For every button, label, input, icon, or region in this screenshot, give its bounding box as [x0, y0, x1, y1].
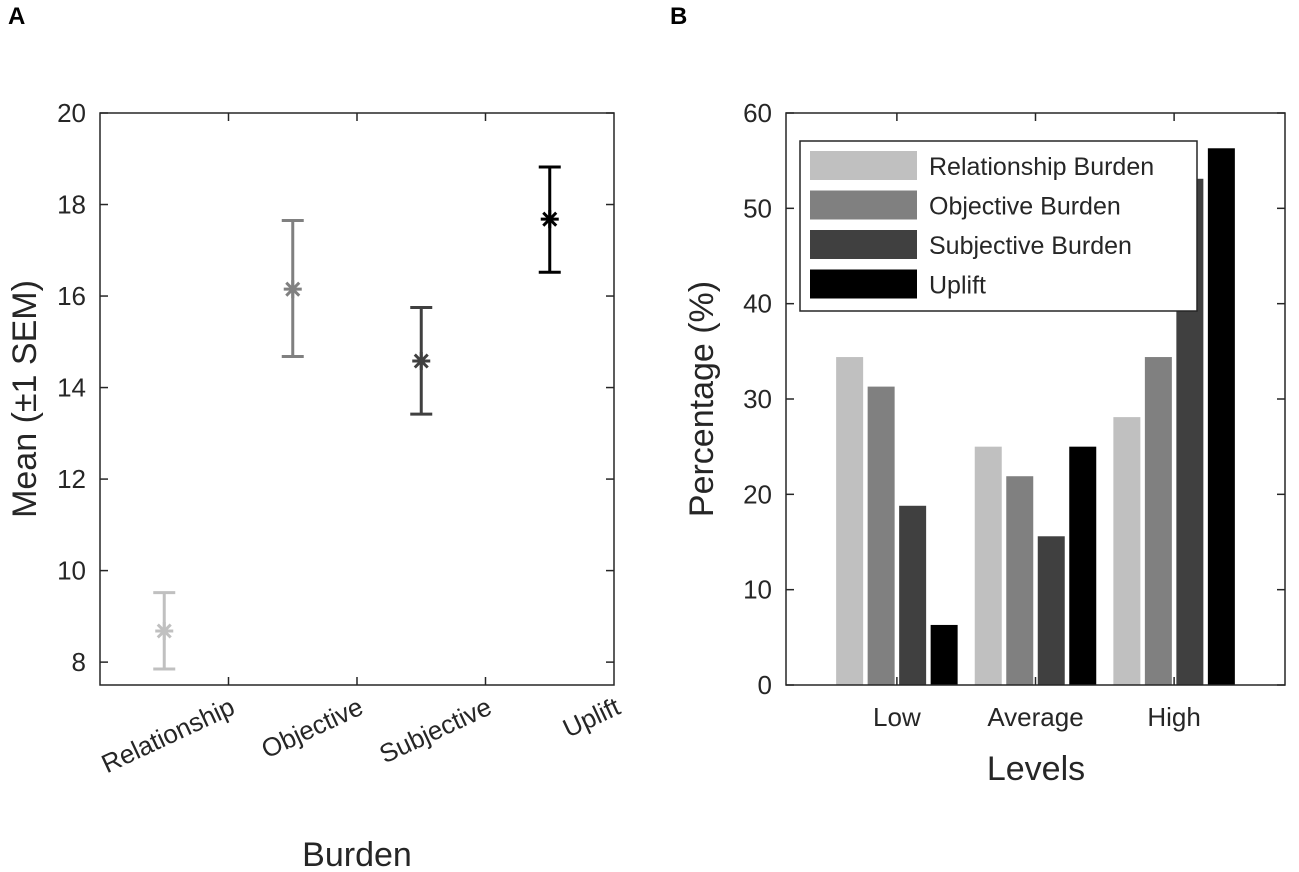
- bar-average-relationship-burden: [974, 446, 1002, 685]
- bar-low-objective-burden: [867, 386, 895, 685]
- bar-low-subjective-burden: [899, 505, 927, 685]
- panel-a-points: [153, 165, 561, 671]
- panel-a-x-ticks: Relationship Objective Subjective Uplift: [97, 113, 625, 779]
- panel-a-errorbar-chart: 8 10 12 14 16 18 20 Relationship Objective Subje…: [6, 98, 625, 872]
- panel-a-x-tick-label: Subjective: [375, 691, 496, 769]
- panel-b-y-tick-label: 50: [743, 193, 772, 223]
- panel-b-x-tick-label: High: [1147, 702, 1200, 732]
- panel-b-x-axis-label: Levels: [987, 750, 1085, 788]
- legend-label: Objective Burden: [929, 193, 1121, 221]
- legend-label: Subjective Burden: [929, 232, 1132, 260]
- panel-a-y-ticks: 8 10 12 14 16 18 20: [57, 98, 614, 677]
- bar-average-objective-burden: [1006, 476, 1034, 685]
- panel-a-point-objective: [281, 219, 304, 358]
- panel-a-y-tick-label: 20: [57, 98, 86, 128]
- panel-b-y-tick-label: 60: [743, 98, 772, 128]
- panel-a-x-tick-label: Relationship: [97, 691, 239, 779]
- panel-b-x-tick-label: Low: [873, 702, 921, 732]
- panel-b-y-tick-label: 20: [743, 479, 772, 509]
- legend-label: Uplift: [929, 272, 986, 300]
- panel-a-y-tick-label: 16: [57, 281, 86, 311]
- panel-a-point-relationship: [153, 591, 176, 671]
- panel-a-y-axis-label: Mean (±1 SEM): [6, 280, 44, 518]
- bar-average-subjective-burden: [1037, 536, 1065, 685]
- bar-low-uplift: [930, 624, 958, 685]
- bar-low-relationship-burden: [836, 357, 864, 685]
- panel-a-y-tick-label: 18: [57, 190, 86, 220]
- panel-a-y-tick-label: 14: [57, 373, 86, 403]
- panel-a-point-uplift: [538, 165, 561, 274]
- panel-a-x-axis-label: Burden: [302, 836, 412, 872]
- panel-b-y-tick-label: 0: [758, 670, 772, 700]
- panel-a-y-tick-label: 10: [57, 556, 86, 586]
- panel-a-y-tick-label: 8: [72, 647, 86, 677]
- panel-a-x-tick-label: Objective: [257, 691, 368, 764]
- mean-marker: [155, 622, 174, 641]
- panel-a-x-tick-label: Uplift: [558, 691, 625, 744]
- panel-b-x-ticks: Low Average High: [873, 113, 1201, 732]
- panel-a-axes-box: [99, 112, 615, 686]
- mean-marker: [412, 352, 431, 371]
- panel-b-y-tick-label: 10: [743, 575, 772, 605]
- legend-swatch: [810, 230, 917, 259]
- panel-b-y-axis-label: Percentage (%): [683, 281, 721, 517]
- bar-high-uplift: [1207, 148, 1235, 686]
- legend-swatch: [810, 151, 917, 180]
- panel-b-bar-chart: 0 10 20 30 40 50 60 Low Average High Relationshi…: [683, 98, 1286, 788]
- legend-label: Relationship Burden: [929, 153, 1154, 181]
- panel-b-legend: Relationship Burden Objective Burden Subje…: [799, 140, 1198, 312]
- legend-swatch: [810, 269, 917, 299]
- bar-high-objective-burden: [1144, 357, 1172, 685]
- legend-swatch: [810, 190, 917, 220]
- panel-b-y-ticks: 0 10 20 30 40 50 60: [743, 98, 1285, 700]
- mean-marker: [283, 280, 302, 299]
- panel-a-letter: A: [8, 3, 25, 30]
- panel-b-y-tick-label: 40: [743, 289, 772, 319]
- mean-marker: [540, 210, 559, 229]
- panel-b-x-tick-label: Average: [987, 702, 1083, 732]
- bar-high-relationship-burden: [1113, 417, 1141, 685]
- bar-average-uplift: [1069, 446, 1097, 685]
- panel-a-y-tick-label: 12: [57, 464, 86, 494]
- panel-a-point-subjective: [410, 305, 433, 416]
- panel-b-letter: B: [670, 3, 687, 30]
- panel-b-y-tick-label: 30: [743, 384, 772, 414]
